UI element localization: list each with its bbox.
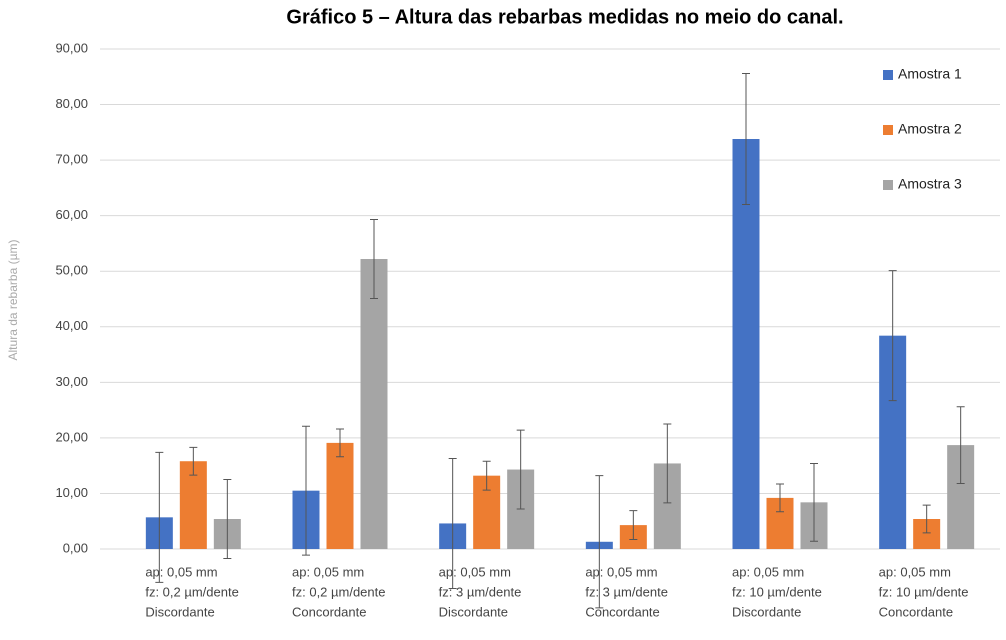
error-bar xyxy=(595,475,604,609)
x-tick-label: ap: 0,05 mm xyxy=(439,564,511,579)
error-bar xyxy=(776,483,784,513)
x-tick-label: fz: 10 µm/dente xyxy=(732,584,822,599)
bar xyxy=(732,139,760,549)
y-tick-label: 30,00 xyxy=(55,374,88,389)
y-tick-label: 80,00 xyxy=(55,96,88,111)
y-tick-label: 0,00 xyxy=(63,540,88,555)
error-bar xyxy=(189,446,198,476)
x-tick-label: Concordante xyxy=(879,604,953,619)
bar xyxy=(326,442,354,549)
error-bar xyxy=(482,460,491,491)
x-tick-label: ap: 0,05 mm xyxy=(879,564,951,579)
x-tick-label: Discordante xyxy=(732,604,801,619)
error-bar xyxy=(956,406,965,484)
y-tick-label: 20,00 xyxy=(55,429,88,444)
x-tick-label: ap: 0,05 mm xyxy=(145,564,217,579)
error-bar xyxy=(742,72,750,206)
error-bar xyxy=(302,425,310,556)
y-tick-label: 10,00 xyxy=(55,485,88,500)
error-bar xyxy=(223,479,232,559)
legend-label: Amostra 2 xyxy=(898,121,962,137)
y-tick-label: 40,00 xyxy=(55,318,88,333)
x-tick-label: fz: 3 µm/dente xyxy=(439,584,522,599)
legend-label: Amostra 1 xyxy=(898,66,962,82)
x-tick-label: Discordante xyxy=(439,604,508,619)
x-tick-label: Discordante xyxy=(145,604,214,619)
bar xyxy=(360,259,388,549)
legend-swatch xyxy=(883,180,893,190)
bar xyxy=(179,461,207,549)
x-tick-label: fz: 10 µm/dente xyxy=(879,584,969,599)
error-bar xyxy=(810,462,818,542)
chart-title: Gráfico 5 – Altura das rebarbas medidas … xyxy=(286,6,843,28)
error-bar xyxy=(155,451,164,583)
y-tick-label: 70,00 xyxy=(55,152,88,167)
error-bar xyxy=(888,270,897,402)
legend-label: Amostra 3 xyxy=(898,176,962,192)
error-bar xyxy=(448,457,457,589)
x-tick-label: ap: 0,05 mm xyxy=(292,564,364,579)
error-bar xyxy=(516,429,525,510)
y-tick-label: 90,00 xyxy=(55,40,88,55)
x-tick-label: ap: 0,05 mm xyxy=(732,564,804,579)
x-tick-label: fz: 0,2 µm/dente xyxy=(292,584,385,599)
error-bar xyxy=(370,219,378,299)
error-bar xyxy=(336,428,344,458)
x-tick-label: fz: 0,2 µm/dente xyxy=(145,584,238,599)
y-tick-label: 50,00 xyxy=(55,263,88,278)
legend-swatch xyxy=(883,125,893,135)
error-bar xyxy=(663,423,672,504)
y-tick-label: 60,00 xyxy=(55,207,88,222)
x-tick-label: fz: 3 µm/dente xyxy=(585,584,668,599)
x-tick-label: ap: 0,05 mm xyxy=(585,564,657,579)
x-tick-label: Concordante xyxy=(585,604,659,619)
x-tick-label: Concordante xyxy=(292,604,366,619)
error-bar xyxy=(629,510,638,541)
y-axis-label: Altura da rebarba (µm) xyxy=(6,240,20,361)
error-bar xyxy=(922,504,931,534)
legend-swatch xyxy=(883,70,893,80)
